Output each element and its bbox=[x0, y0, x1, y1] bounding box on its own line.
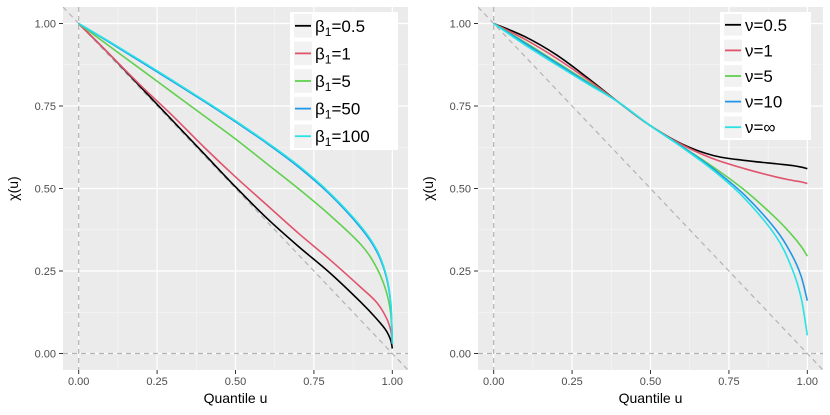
legend-subscript: 1 bbox=[325, 52, 332, 66]
series-line-1 bbox=[78, 22, 394, 349]
legend-symbol: β bbox=[315, 17, 325, 36]
series-line-2 bbox=[493, 22, 808, 185]
legend-entry-3: β1=5 bbox=[294, 69, 351, 94]
legend-label: β1=0.5 bbox=[315, 17, 365, 39]
legend-label: β1=50 bbox=[315, 100, 360, 122]
legend-subscript: 1 bbox=[325, 25, 332, 39]
legend-value: =∞ bbox=[754, 118, 776, 137]
x-tick-label: 0.25 bbox=[146, 376, 167, 388]
legend-value: =10 bbox=[754, 93, 783, 112]
legend-entry-4: ν=10 bbox=[724, 90, 782, 113]
legend-symbol: β bbox=[315, 72, 325, 91]
x-axis-title: Quantile u bbox=[204, 390, 268, 406]
y-tick-label: 1.00 bbox=[35, 19, 56, 31]
legend-label: ν=∞ bbox=[745, 118, 776, 137]
x-tick-label: 0.00 bbox=[68, 376, 89, 388]
legend-symbol: ν bbox=[745, 118, 754, 137]
legend-symbol: ν bbox=[745, 67, 754, 86]
y-axis-title: χ(u) bbox=[5, 176, 21, 200]
axes: 0.00 0.25 0.50 0.75 1.00 0.00 0.25 0.50 0.75 1.00… bbox=[420, 19, 818, 407]
y-tick-label: 1.00 bbox=[450, 19, 471, 31]
legend-symbol: β bbox=[315, 100, 325, 119]
y-tick-label: 0.00 bbox=[450, 349, 471, 361]
x-tick-label: 1.00 bbox=[797, 376, 818, 388]
reference-lines bbox=[63, 7, 408, 370]
legend-entry-5: ν=∞ bbox=[724, 116, 776, 138]
y-tick-label: 0.00 bbox=[35, 349, 56, 361]
series-lines bbox=[78, 22, 394, 349]
legend-symbol: β bbox=[315, 44, 325, 63]
legend-label: ν=1 bbox=[745, 41, 773, 60]
legend: ν=0.5ν=1ν=5ν=10ν=∞ bbox=[720, 12, 811, 140]
y-tick-label: 0.50 bbox=[35, 184, 56, 196]
x-tick-label: 1.00 bbox=[382, 376, 403, 388]
legend-value: =5 bbox=[331, 72, 350, 91]
diagonal-reference-line bbox=[63, 7, 408, 370]
legend-subscript: 1 bbox=[325, 135, 332, 149]
chart-panel-1: 0.00 0.25 0.50 0.75 1.00 0.00 0.25 0.50 0.75 1.00… bbox=[5, 7, 408, 406]
x-tick-label: 0.75 bbox=[303, 376, 324, 388]
legend-subscript: 1 bbox=[325, 80, 332, 94]
legend-label: ν=0.5 bbox=[745, 16, 787, 35]
y-axis-title: χ(u) bbox=[420, 176, 436, 200]
legend-symbol: ν bbox=[745, 93, 754, 112]
legend-label: ν=5 bbox=[745, 67, 773, 86]
x-tick-label: 0.75 bbox=[718, 376, 739, 388]
legend-entry-3: ν=5 bbox=[724, 65, 773, 87]
x-tick-label: 0.00 bbox=[483, 376, 504, 388]
legend-value: =1 bbox=[331, 44, 350, 63]
legend-value: =5 bbox=[754, 67, 773, 86]
series-line-2 bbox=[78, 22, 394, 344]
legend-symbol: ν bbox=[745, 16, 754, 35]
y-tick-label: 0.50 bbox=[450, 184, 471, 196]
legend-entry-1: ν=0.5 bbox=[724, 14, 787, 36]
legend-value: =0.5 bbox=[754, 16, 788, 35]
x-tick-label: 0.25 bbox=[561, 376, 582, 388]
diagonal-reference-line bbox=[478, 7, 823, 370]
series-line-5 bbox=[493, 22, 809, 336]
legend-value: =100 bbox=[331, 127, 369, 146]
legend-entry-5: β1=100 bbox=[294, 124, 370, 149]
legend-label: β1=100 bbox=[315, 127, 370, 149]
series-lines bbox=[493, 22, 809, 336]
legend-label: β1=1 bbox=[315, 44, 351, 66]
x-axis-title: Quantile u bbox=[619, 390, 683, 406]
y-tick-label: 0.25 bbox=[35, 266, 56, 278]
x-tick-label: 0.50 bbox=[225, 376, 246, 388]
y-tick-label: 0.75 bbox=[35, 101, 56, 113]
series-line-3 bbox=[78, 22, 394, 344]
series-line-5 bbox=[78, 22, 394, 344]
legend-symbol: ν bbox=[745, 41, 754, 60]
legend-entry-2: ν=1 bbox=[724, 39, 773, 62]
reference-lines bbox=[478, 7, 823, 370]
y-tick-label: 0.25 bbox=[450, 266, 471, 278]
legend-label: ν=10 bbox=[745, 93, 782, 112]
chart-panel-2: 0.00 0.25 0.50 0.75 1.00 0.00 0.25 0.50 0.75 1.00… bbox=[420, 7, 823, 406]
legend-value: =50 bbox=[331, 100, 360, 119]
legend-value: =0.5 bbox=[331, 17, 365, 36]
legend-entry-2: β1=1 bbox=[294, 41, 351, 66]
legend-entry-1: β1=0.5 bbox=[294, 14, 365, 39]
axes: 0.00 0.25 0.50 0.75 1.00 0.00 0.25 0.50 0.75 1.00… bbox=[5, 19, 403, 407]
x-tick-label: 0.50 bbox=[640, 376, 661, 388]
legend-subscript: 1 bbox=[325, 108, 332, 122]
legend-entry-4: β1=50 bbox=[294, 96, 360, 122]
legend-label: β1=5 bbox=[315, 72, 351, 94]
legend-symbol: β bbox=[315, 127, 325, 146]
y-tick-label: 0.75 bbox=[450, 101, 471, 113]
legend-value: =1 bbox=[754, 41, 773, 60]
